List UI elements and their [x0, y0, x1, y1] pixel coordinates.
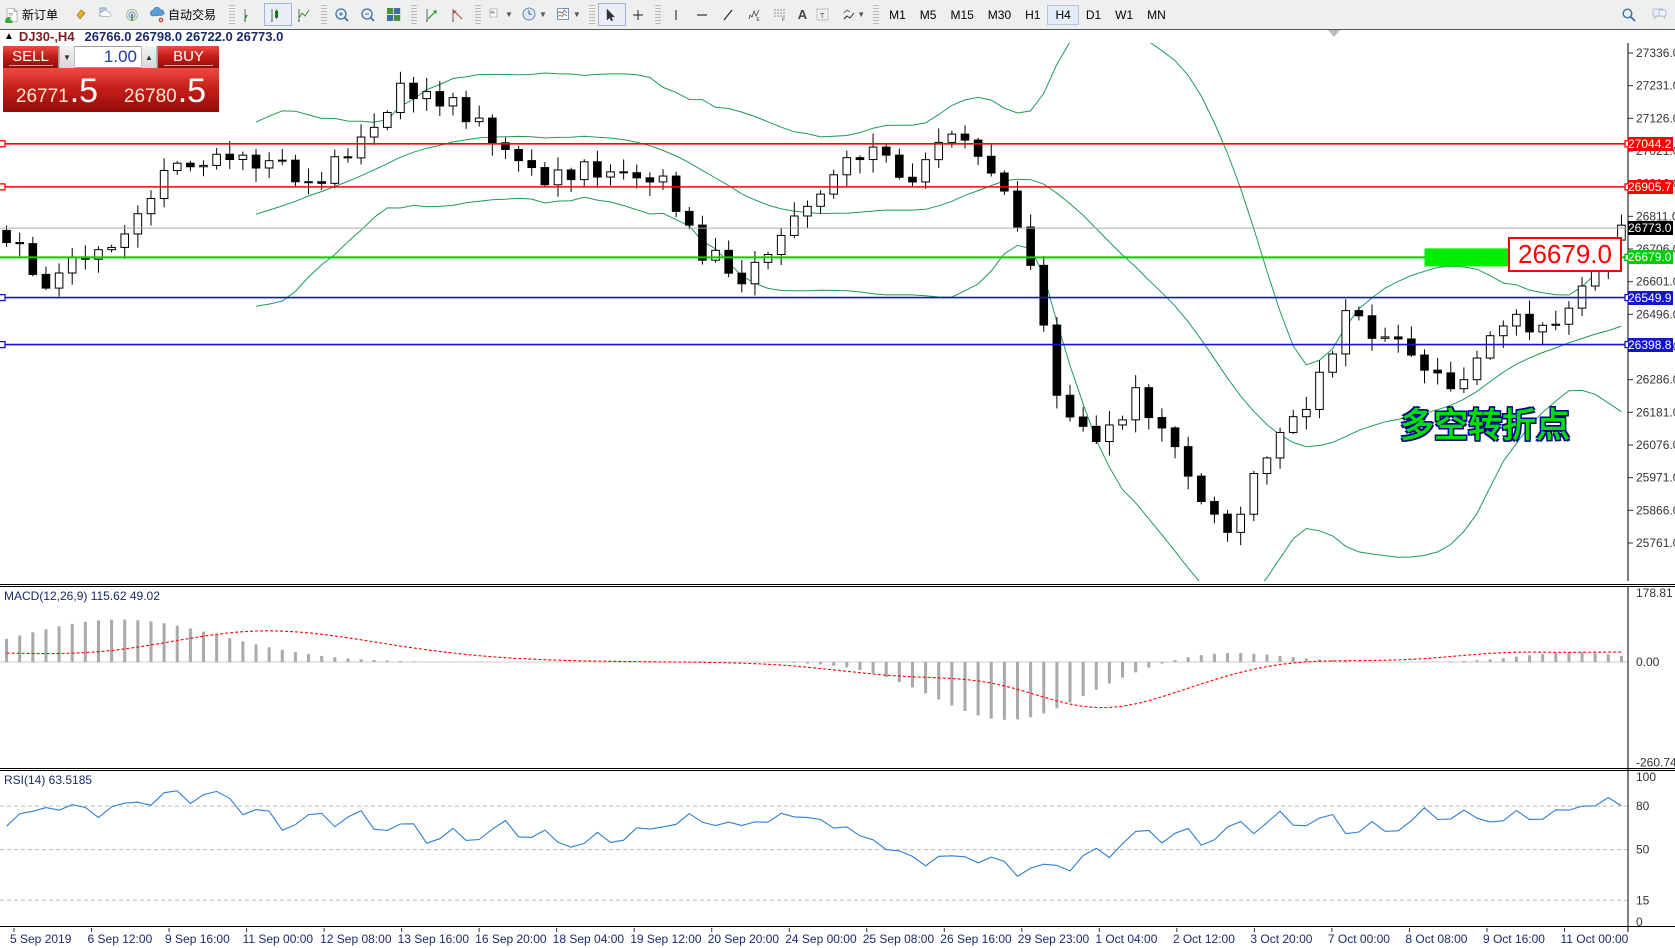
- svg-text:24 Sep 00:00: 24 Sep 00:00: [785, 932, 857, 946]
- svg-text:13 Sep 16:00: 13 Sep 16:00: [398, 932, 470, 946]
- svg-text:8 Oct 08:00: 8 Oct 08:00: [1405, 932, 1467, 946]
- svg-text:27336.0: 27336.0: [1636, 46, 1675, 60]
- svg-text:26181.0: 26181.0: [1636, 405, 1675, 419]
- svg-text:80: 80: [1636, 799, 1650, 813]
- svg-text:0.00: 0.00: [1636, 655, 1660, 669]
- svg-text:25761.0: 25761.0: [1636, 536, 1675, 550]
- svg-text:100: 100: [1636, 771, 1656, 784]
- svg-text:0: 0: [1636, 915, 1643, 929]
- svg-text:7 Oct 00:00: 7 Oct 00:00: [1328, 932, 1390, 946]
- svg-text:888: 888: [491, 10, 496, 14]
- svg-text:2 Oct 12:00: 2 Oct 12:00: [1173, 932, 1235, 946]
- svg-text:16 Sep 20:00: 16 Sep 20:00: [475, 932, 547, 946]
- svg-text:3 Oct 20:00: 3 Oct 20:00: [1250, 932, 1312, 946]
- svg-text:27126.0: 27126.0: [1636, 111, 1675, 125]
- svg-text:E: E: [756, 17, 760, 23]
- svg-text:26601.0: 26601.0: [1636, 275, 1675, 289]
- svg-text:25 Sep 08:00: 25 Sep 08:00: [863, 932, 935, 946]
- svg-text:F: F: [782, 17, 785, 23]
- svg-text:178.81: 178.81: [1636, 587, 1673, 600]
- svg-text:5 Sep 2019: 5 Sep 2019: [10, 932, 72, 946]
- svg-text:50: 50: [1636, 843, 1650, 857]
- svg-text:27231.0: 27231.0: [1636, 79, 1675, 93]
- svg-text:25866.0: 25866.0: [1636, 503, 1675, 517]
- svg-text:19 Sep 12:00: 19 Sep 12:00: [630, 932, 702, 946]
- svg-text:26496.0: 26496.0: [1636, 307, 1675, 321]
- svg-text:26 Sep 16:00: 26 Sep 16:00: [940, 932, 1012, 946]
- svg-text:6 Sep 12:00: 6 Sep 12:00: [88, 932, 153, 946]
- svg-text:12 Sep 08:00: 12 Sep 08:00: [320, 932, 392, 946]
- svg-text:1 Oct 04:00: 1 Oct 04:00: [1095, 932, 1157, 946]
- svg-text:15: 15: [1636, 893, 1650, 907]
- svg-text:11 Oct 00:00: 11 Oct 00:00: [1560, 932, 1628, 946]
- svg-text:29 Sep 23:00: 29 Sep 23:00: [1018, 932, 1090, 946]
- svg-text:26076.0: 26076.0: [1636, 438, 1675, 452]
- svg-text:9 Sep 16:00: 9 Sep 16:00: [165, 932, 230, 946]
- svg-text:20 Sep 20:00: 20 Sep 20:00: [708, 932, 780, 946]
- svg-text:26286.0: 26286.0: [1636, 373, 1675, 387]
- svg-text:T: T: [820, 13, 825, 20]
- svg-text:25971.0: 25971.0: [1636, 471, 1675, 485]
- svg-text:9 Oct 16:00: 9 Oct 16:00: [1483, 932, 1545, 946]
- svg-text:18 Sep 04:00: 18 Sep 04:00: [553, 932, 625, 946]
- svg-text:11 Sep 00:00: 11 Sep 00:00: [243, 932, 314, 946]
